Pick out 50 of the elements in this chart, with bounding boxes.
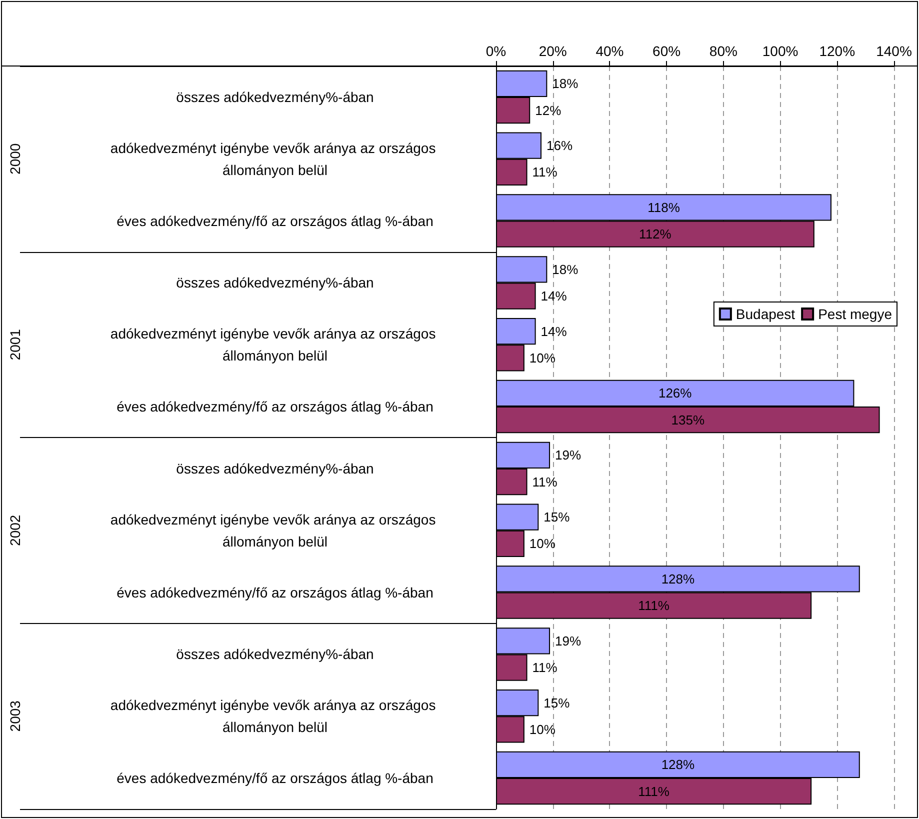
x-tick-label: 100%	[762, 43, 798, 59]
y-tick-label: éves adókedvezmény/fő az országos átlag %-ában	[116, 212, 434, 229]
data-label: 18%	[552, 76, 579, 92]
text: 2003	[7, 700, 23, 732]
y-tick-label: összes adókedvezmény%-ában	[176, 274, 374, 291]
y-tick-label: összes adókedvezmény%-ában	[176, 646, 374, 662]
data-label: 12%	[535, 102, 562, 118]
data-label: 112%	[639, 226, 672, 242]
data-label: 11%	[532, 164, 558, 180]
y-tick-label: adókedvezményt igénybe vevők aránya az országos állományon belül	[110, 326, 440, 364]
text: 2001	[7, 328, 23, 360]
text: 2002	[7, 514, 23, 546]
y-tick-label: összes adókedvezmény%-ában	[176, 460, 374, 476]
data-label: 111%	[638, 784, 670, 799]
data-label: 14%	[540, 288, 568, 304]
data-label: 16%	[546, 138, 573, 154]
x-tick-label: 40%	[596, 43, 624, 59]
y-tick-label: adókedvezményt igénybe vevők aránya az országos állományon belül	[110, 697, 440, 736]
data-label: 18%	[552, 262, 579, 277]
y-tick-label: összes adókedvezmény%-ában	[176, 88, 374, 105]
legend-label: Budapest	[736, 306, 796, 322]
data-label: 11%	[532, 660, 558, 676]
data-label: 19%	[555, 633, 582, 648]
y-tick-label: éves adókedvezmény/fő az országos átlag %-ában	[116, 584, 434, 600]
data-label: 10%	[529, 722, 556, 737]
x-tick-label: 0%	[486, 43, 506, 59]
legend-label: Pest megye	[818, 306, 892, 322]
data-label: 111%	[638, 598, 670, 614]
data-label: 10%	[529, 350, 556, 366]
data-label: 118%	[648, 200, 680, 215]
data-label: 15%	[544, 695, 570, 710]
data-label: 10%	[529, 536, 556, 552]
data-label: 15%	[544, 510, 570, 525]
x-tick-label: 120%	[819, 43, 856, 59]
y-tick-label: adókedvezményt igénybe vevők aránya az országos állományon belül	[110, 140, 440, 178]
x-tick-label: 60%	[652, 43, 681, 59]
y-tick-label: éves adókedvezmény/fő az országos átlag %-ában	[116, 398, 434, 415]
text: 2000	[7, 143, 23, 174]
x-tick-label: 140%	[876, 43, 912, 59]
data-label: 128%	[661, 571, 696, 586]
x-tick-label: 80%	[709, 43, 738, 59]
data-label: 19%	[555, 448, 582, 463]
y-tick-label: adókedvezményt igénybe vevők aránya az országos állományon belül	[110, 511, 440, 550]
data-label: 14%	[540, 324, 568, 339]
x-tick-label: 20%	[538, 43, 567, 59]
data-label: 135%	[671, 412, 705, 428]
y-tick-label: éves adókedvezmény/fő az országos átlag %-ában	[116, 770, 434, 786]
data-label: 128%	[661, 757, 696, 772]
data-label: 11%	[532, 474, 558, 490]
data-label: 126%	[658, 386, 692, 401]
